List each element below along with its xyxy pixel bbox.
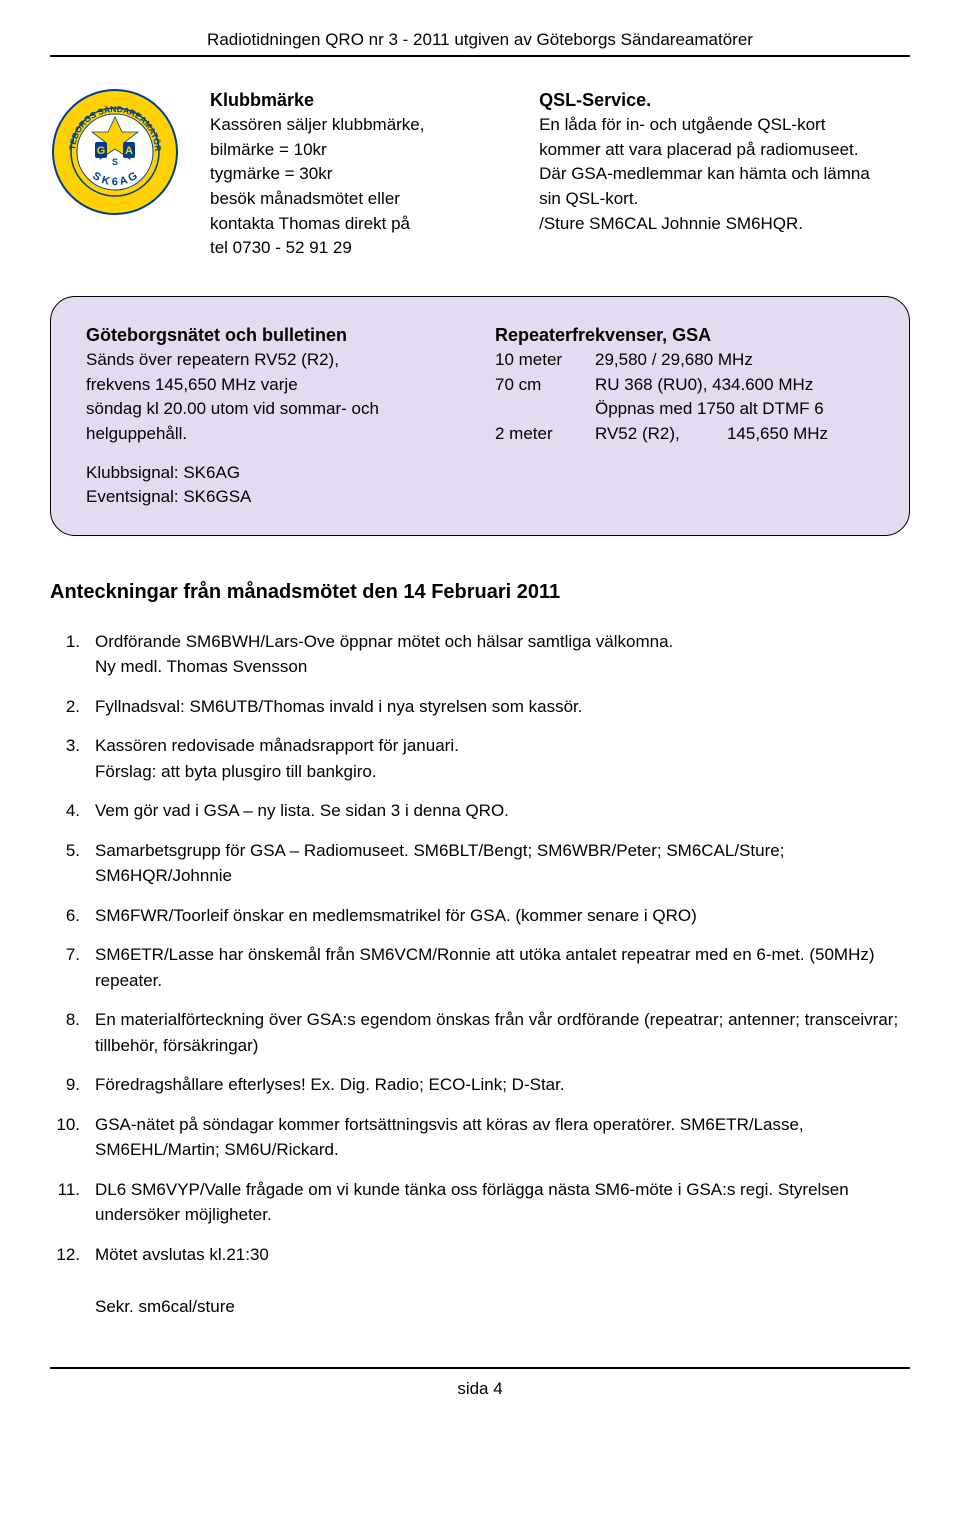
svg-text:S: S [112,157,118,167]
qsl-line: Där GSA-medlemmar kan hämta och lämna [539,162,910,187]
logo-column: GÖTEBORGS SÄNDAREAMATÖRER S K 6 A G G A … [50,87,190,261]
qsl-line: /Sture SM6CAL Johnnie SM6HQR. [539,212,910,237]
note-number: 10. [50,1112,95,1163]
note-item: 6.SM6FWR/Toorleif önskar en medlemsmatri… [50,903,910,929]
note-number: 7. [50,942,95,993]
gnatet-line: Sänds över repeatern RV52 (R2), [86,348,465,373]
note-item: 10.GSA-nätet på söndagar kommer fortsätt… [50,1112,910,1163]
freq-value: 29,580 / 29,680 MHz [595,348,874,373]
svg-text:G: G [97,145,106,157]
klubb-line: tel 0730 - 52 91 29 [210,236,519,261]
klubb-line: bilmärke = 10kr [210,138,519,163]
gnatet-line: Eventsignal: SK6GSA [86,485,465,510]
note-text: SM6ETR/Lasse har önskemål från SM6VCM/Ro… [95,942,910,993]
note-number: 6. [50,903,95,929]
note-item: 5.Samarbetsgrupp för GSA – Radiomuseet. … [50,838,910,889]
freq-label [495,397,590,422]
note-item: 3.Kassören redovisade månadsrapport för … [50,733,910,784]
club-logo-icon: GÖTEBORGS SÄNDAREAMATÖRER S K 6 A G G A … [50,87,180,217]
note-number: 12. [50,1242,95,1268]
klubb-title: Klubbmärke [210,87,519,113]
note-item: 8.En materialförteckning över GSA:s egen… [50,1007,910,1058]
note-text: Vem gör vad i GSA – ny lista. Se sidan 3… [95,798,910,824]
note-text: SM6FWR/Toorleif önskar en medlemsmatrike… [95,903,910,929]
notes-heading: Anteckningar från månadsmötet den 14 Feb… [50,581,910,604]
note-text: Samarbetsgrupp för GSA – Radiomuseet. SM… [95,838,910,889]
freq-value: RV52 (R2), 145,650 MHz [595,422,874,447]
freq-label: 70 cm [495,373,590,398]
note-item: 11.DL6 SM6VYP/Valle frågade om vi kunde … [50,1177,910,1228]
note-item: 12.Mötet avslutas kl.21:30 [50,1242,910,1268]
goteborgsnatet-block: Göteborgsnätet och bulletinen Sänds över… [86,322,465,510]
note-number: 5. [50,838,95,889]
note-item: 7.SM6ETR/Lasse har önskemål från SM6VCM/… [50,942,910,993]
repeater-title: Repeaterfrekvenser, GSA [495,322,874,348]
note-text: GSA-nätet på söndagar kommer fortsättnin… [95,1112,910,1163]
klubb-line: tygmärke = 30kr [210,162,519,187]
qsl-title: QSL-Service. [539,87,910,113]
note-number: 8. [50,1007,95,1058]
note-item: 1.Ordförande SM6BWH/Lars-Ove öppnar möte… [50,629,910,680]
note-item: 2.Fyllnadsval: SM6UTB/Thomas invald i ny… [50,694,910,720]
note-item: 4.Vem gör vad i GSA – ny lista. Se sidan… [50,798,910,824]
repeater-block: Repeaterfrekvenser, GSA 10 meter 29,580 … [495,322,874,510]
note-text: En materialförteckning över GSA:s egendo… [95,1007,910,1058]
notes-list: 1.Ordförande SM6BWH/Lars-Ove öppnar möte… [50,629,910,1268]
klubbmarke-block: Klubbmärke Kassören säljer klubbmärke, b… [210,87,519,261]
note-number: 11. [50,1177,95,1228]
note-text: Mötet avslutas kl.21:30 [95,1242,910,1268]
freq-value: RU 368 (RU0), 434.600 MHz [595,373,874,398]
qsl-block: QSL-Service. En låda för in- och utgåend… [539,87,910,261]
gnatet-line: söndag kl 20.00 utom vid sommar- och [86,397,465,422]
page-header: Radiotidningen QRO nr 3 - 2011 utgiven a… [50,30,910,57]
note-item: 9.Föredragshållare efterlyses! Ex. Dig. … [50,1072,910,1098]
note-number: 9. [50,1072,95,1098]
page-footer: sida 4 [50,1367,910,1399]
note-text: Ordförande SM6BWH/Lars-Ove öppnar mötet … [95,629,910,680]
freq-value: Öppnas med 1750 alt DTMF 6 [595,397,874,422]
svg-text:A: A [125,145,133,157]
note-text: Föredragshållare efterlyses! Ex. Dig. Ra… [95,1072,910,1098]
note-text: Fyllnadsval: SM6UTB/Thomas invald i nya … [95,694,910,720]
signature: Sekr. sm6cal/sture [95,1297,910,1317]
note-text: DL6 SM6VYP/Valle frågade om vi kunde tän… [95,1177,910,1228]
top-section: GÖTEBORGS SÄNDAREAMATÖRER S K 6 A G G A … [50,87,910,261]
freq-label: 2 meter [495,422,590,447]
gnatet-line: frekvens 145,650 MHz varje [86,373,465,398]
qsl-line: sin QSL-kort. [539,187,910,212]
gnatet-line: Klubbsignal: SK6AG [86,461,465,486]
note-number: 2. [50,694,95,720]
note-number: 3. [50,733,95,784]
note-number: 4. [50,798,95,824]
klubb-line: kontakta Thomas direkt på [210,212,519,237]
qsl-line: En låda för in- och utgående QSL-kort [539,113,910,138]
note-number: 1. [50,629,95,680]
info-box: Göteborgsnätet och bulletinen Sänds över… [50,296,910,536]
freq-label: 10 meter [495,348,590,373]
note-text: Kassören redovisade månadsrapport för ja… [95,733,910,784]
qsl-line: kommer att vara placerad på radiomuseet. [539,138,910,163]
klubb-line: Kassören säljer klubbmärke, [210,113,519,138]
gnatet-line: helguppehåll. [86,422,465,447]
gnatet-title: Göteborgsnätet och bulletinen [86,322,465,348]
klubb-line: besök månadsmötet eller [210,187,519,212]
